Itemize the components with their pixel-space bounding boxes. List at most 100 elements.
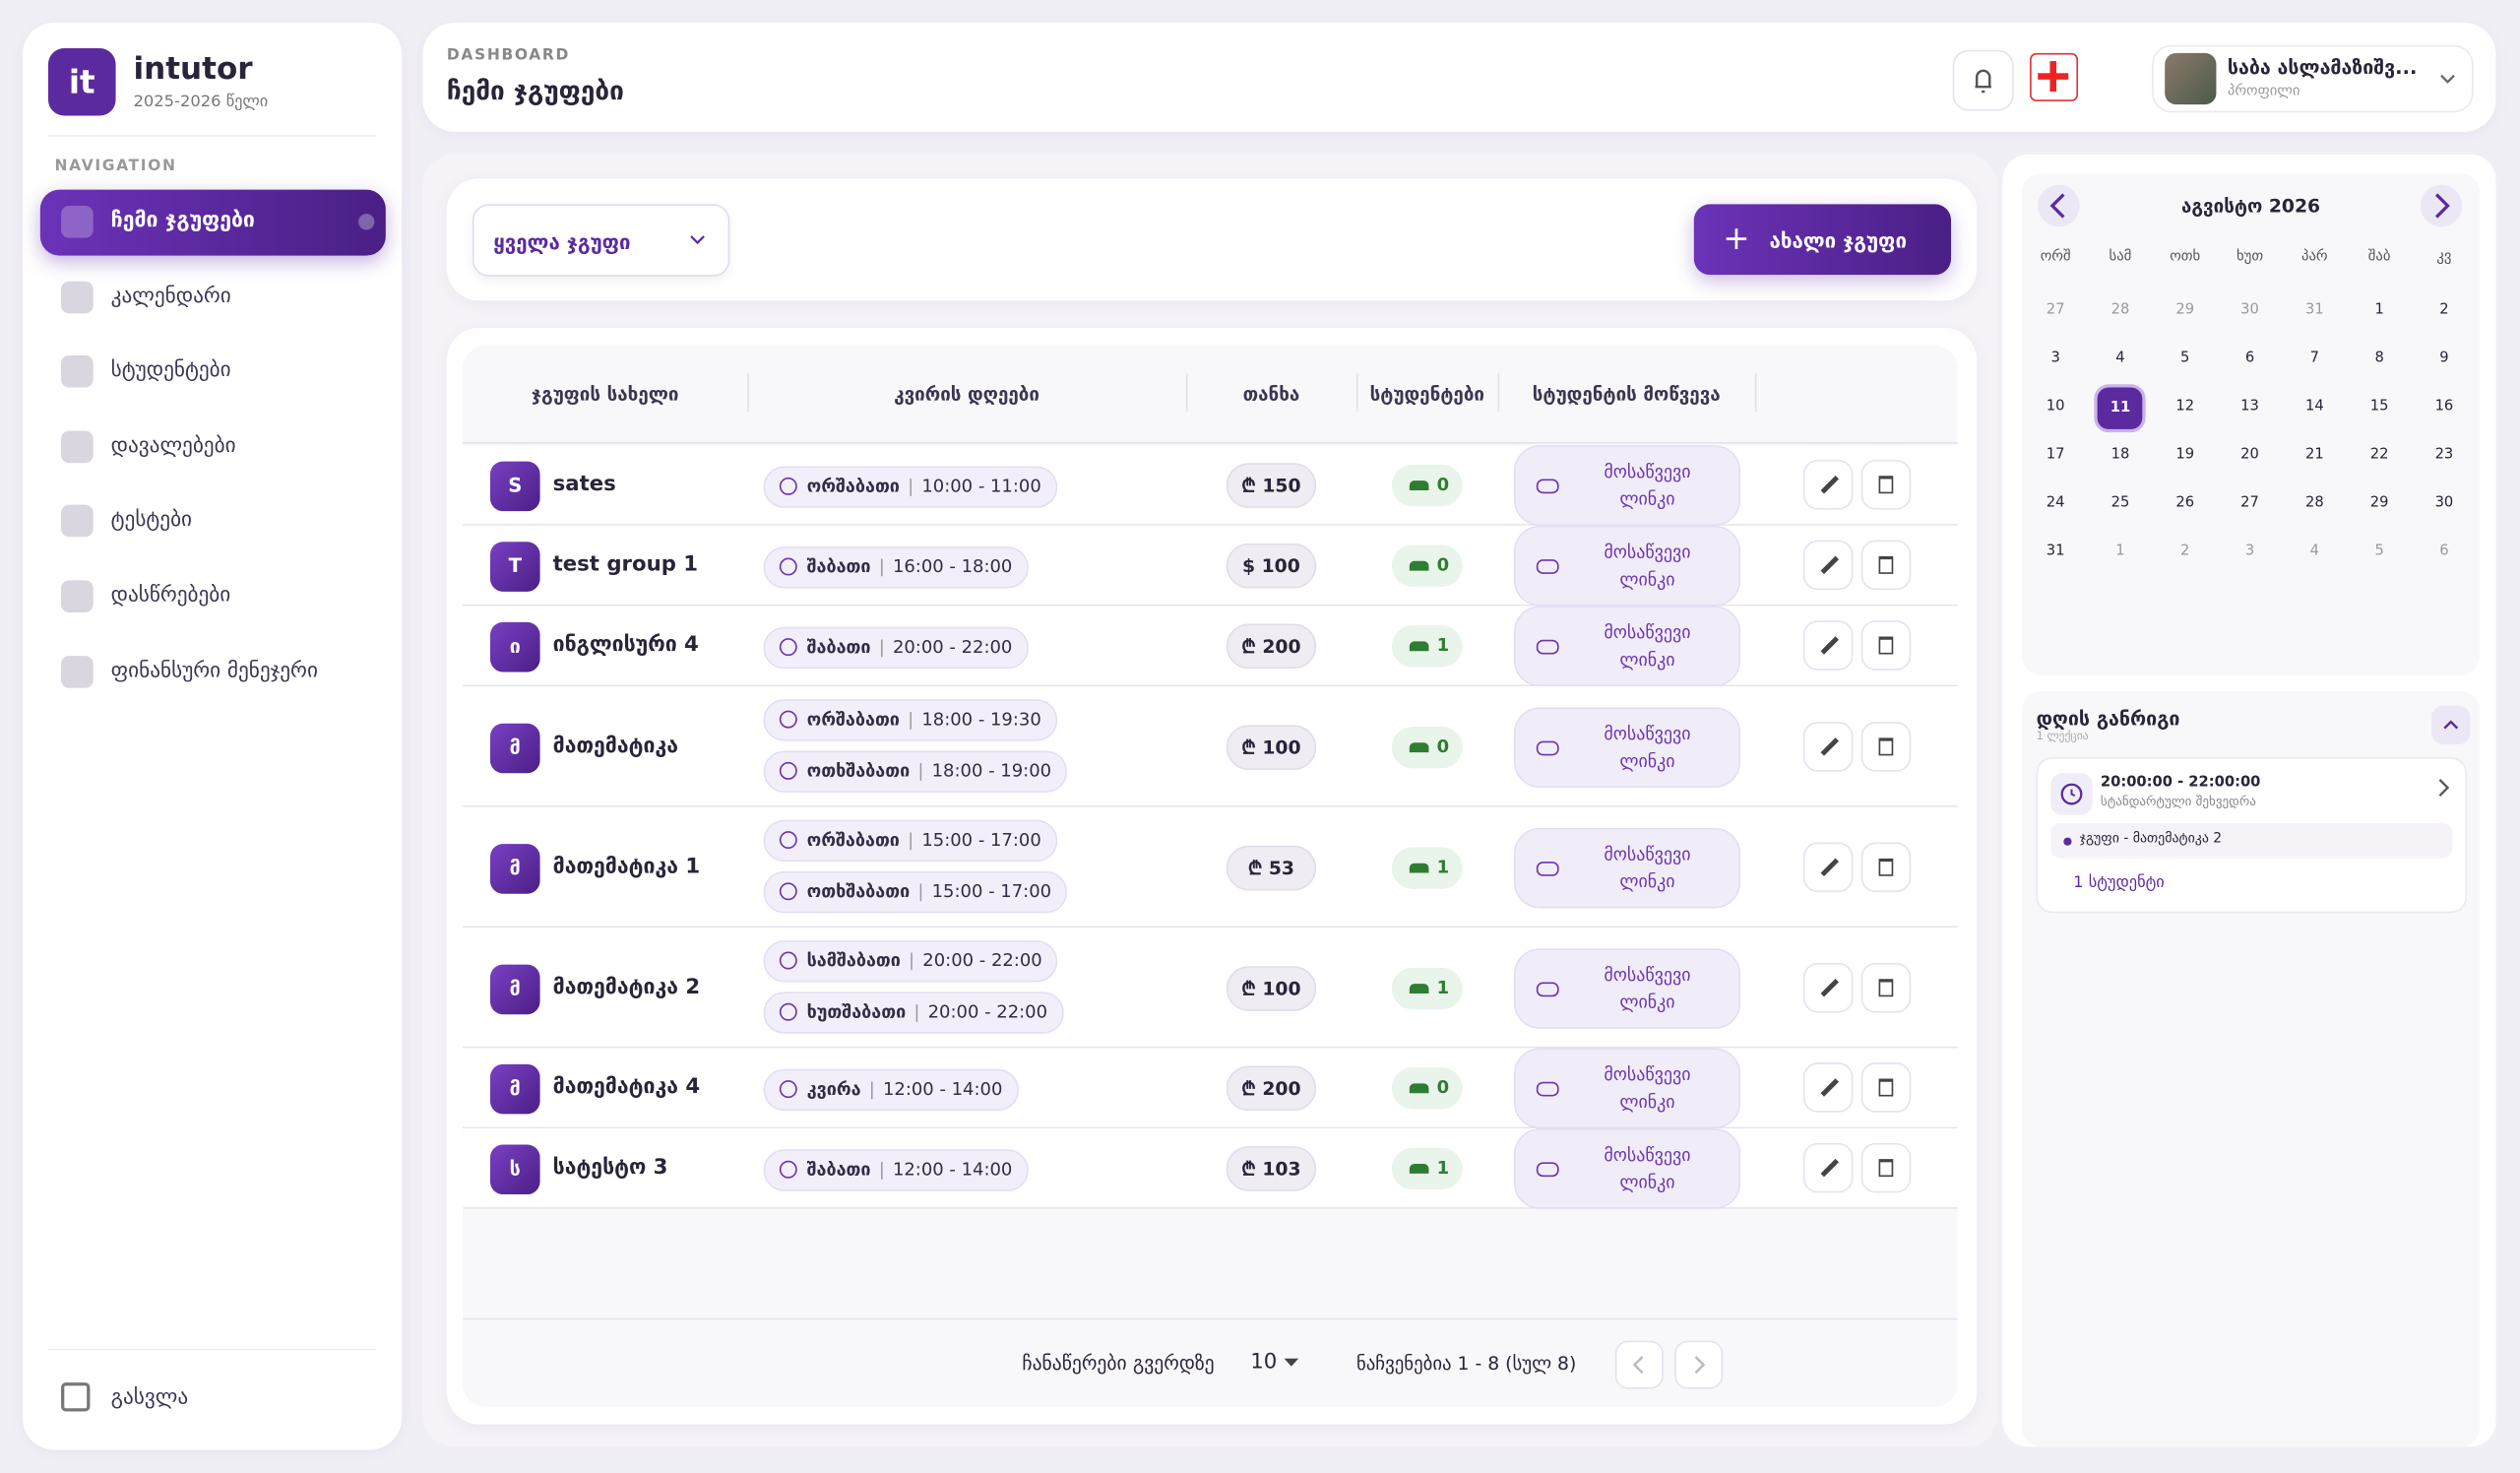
collapse[interactable] [2431,705,2471,744]
calendar-day[interactable]: 6 [2439,543,2449,560]
event-card[interactable]: 20:00:00 - 22:00:00 სტანდარტული შეხვედრა… [2036,756,2468,914]
group-name: sates [552,472,616,497]
calendar-day[interactable]: 30 [2434,494,2454,512]
invite-link[interactable]: მოსაწვევი ლინკი [1513,706,1741,788]
invite-link[interactable]: მოსაწვევი ლინკი [1513,525,1741,607]
calendar-day[interactable]: 12 [2175,398,2195,416]
delete-button[interactable] [1860,459,1912,510]
invite-link[interactable]: მოსაწვევი ლინკი [1513,1128,1741,1209]
calendar-day[interactable]: 20 [2240,446,2259,464]
link-icon [1536,479,1559,494]
students-count: 1 [1436,634,1450,657]
calendar-day[interactable]: 22 [2369,446,2389,464]
calendar-day[interactable]: 19 [2175,446,2195,464]
next-page[interactable] [1674,1340,1724,1389]
prev-page[interactable] [1614,1340,1664,1389]
delete-button[interactable] [1860,1062,1912,1113]
calendar-day[interactable]: 4 [2309,543,2319,560]
calendar-day[interactable]: 6 [2244,350,2255,367]
column-header: სტუდენტის მოწვევა [1532,382,1721,406]
delete-button[interactable] [1860,1142,1912,1193]
edit-button[interactable] [1802,620,1854,671]
edit-button[interactable] [1802,540,1854,591]
calendar-day[interactable]: 27 [2046,301,2065,319]
calendar-day[interactable]: 31 [2304,301,2324,319]
calendar-day[interactable]: 21 [2304,446,2324,464]
calendar-day[interactable]: 28 [2110,301,2130,319]
calendar-day[interactable]: 15 [2369,398,2389,416]
calendar-day[interactable]: 7 [2309,350,2319,367]
calendar-day[interactable]: 29 [2369,494,2389,512]
calendar-day[interactable]: 2 [2180,543,2190,560]
invite-link[interactable]: მოსაწვევი ლინკი [1513,445,1741,526]
calendar-day[interactable]: 4 [2115,350,2125,367]
edit-button[interactable] [1802,1142,1854,1193]
nav-item[interactable]: სტუდენტები [40,340,386,406]
user-role: პროფილი [2227,83,2300,100]
calendar-day[interactable]: 17 [2046,446,2065,464]
calendar-day[interactable]: 10 [2046,398,2065,416]
edit-button[interactable] [1802,459,1854,510]
invite-link[interactable]: მოსაწვევი ლინკი [1513,1048,1741,1129]
calendar-day[interactable]: 26 [2175,494,2195,512]
calendar-day[interactable]: 25 [2110,494,2130,512]
calendar-day[interactable]: 24 [2046,494,2065,512]
nav-item[interactable]: დასწრებები [40,564,386,630]
invite-link[interactable]: მოსაწვევი ლინკი [1513,606,1741,687]
calendar-day[interactable]: 5 [2374,543,2384,560]
next-month[interactable] [2420,184,2463,227]
calendar-day[interactable]: 31 [2046,543,2065,560]
calendar-day[interactable]: 16 [2434,398,2454,416]
nav-item[interactable]: კალენდარი [40,265,386,331]
nav-item[interactable]: ფინანსური მენეჯერი [40,639,386,705]
user-menu[interactable]: საბა ასლამაზიშვ... პროფილი [2152,44,2474,113]
delete-button-icon [1878,555,1894,574]
per-page[interactable]: 10 [1250,1350,1278,1375]
filter-select[interactable]: ყველა ჯგუფი [472,204,730,277]
calendar-day[interactable]: 29 [2175,301,2195,319]
edit-button[interactable] [1802,721,1854,771]
calendar-day[interactable]: 3 [2050,350,2060,367]
invite-link[interactable]: მოსაწვევი ლინკი [1513,826,1741,908]
column-header: ჯგუფის სახელი [531,382,679,406]
delete-button[interactable] [1860,962,1912,1012]
invite-link[interactable]: მოსაწვევი ლინკი [1513,947,1741,1029]
language-flag[interactable] [2030,52,2079,101]
calendar-day[interactable]: 27 [2240,494,2259,512]
calendar-day[interactable]: 13 [2240,398,2259,416]
prev-month[interactable] [2038,184,2080,227]
students-badge: 1 [1391,967,1463,1009]
calendar-day[interactable]: 11 [2098,387,2143,429]
notifications[interactable] [1952,49,2014,111]
logo: it [47,47,116,116]
students-count: 1 [1436,1157,1450,1179]
delete-button[interactable] [1860,721,1912,771]
calendar-day[interactable]: 23 [2434,446,2454,464]
calendar-day[interactable]: 30 [2240,301,2259,319]
calendar-day[interactable]: 14 [2304,398,2324,416]
students-badge: 0 [1391,1067,1463,1110]
edit-button[interactable] [1802,962,1854,1012]
edit-button-icon [1820,978,1840,996]
nav-item[interactable]: დავალებები [40,415,386,480]
edit-button[interactable] [1802,841,1854,892]
nav-item[interactable]: ჩემი ჯგუფები [39,189,386,256]
calendar-day[interactable]: 3 [2244,543,2255,560]
calendar-day[interactable]: 1 [2374,301,2384,319]
delete-button[interactable] [1860,841,1912,892]
logout[interactable]: გასვლა [110,1385,189,1410]
delete-button[interactable] [1860,620,1912,671]
delete-button[interactable] [1860,540,1912,591]
calendar-day[interactable]: 18 [2110,446,2130,464]
new-group-button[interactable]: + ახალი ჯგუფი [1693,204,1952,276]
delete-button-icon [1878,978,1894,996]
calendar-day[interactable]: 1 [2115,543,2125,560]
calendar-day[interactable]: 9 [2439,350,2449,367]
day: შაბათი [806,1159,871,1181]
nav-item[interactable]: ტესტები [40,489,386,555]
edit-button[interactable] [1802,1062,1854,1113]
calendar-day[interactable]: 2 [2439,301,2449,319]
calendar-day[interactable]: 8 [2374,350,2384,367]
calendar-day[interactable]: 5 [2180,350,2190,367]
calendar-day[interactable]: 28 [2304,494,2324,512]
